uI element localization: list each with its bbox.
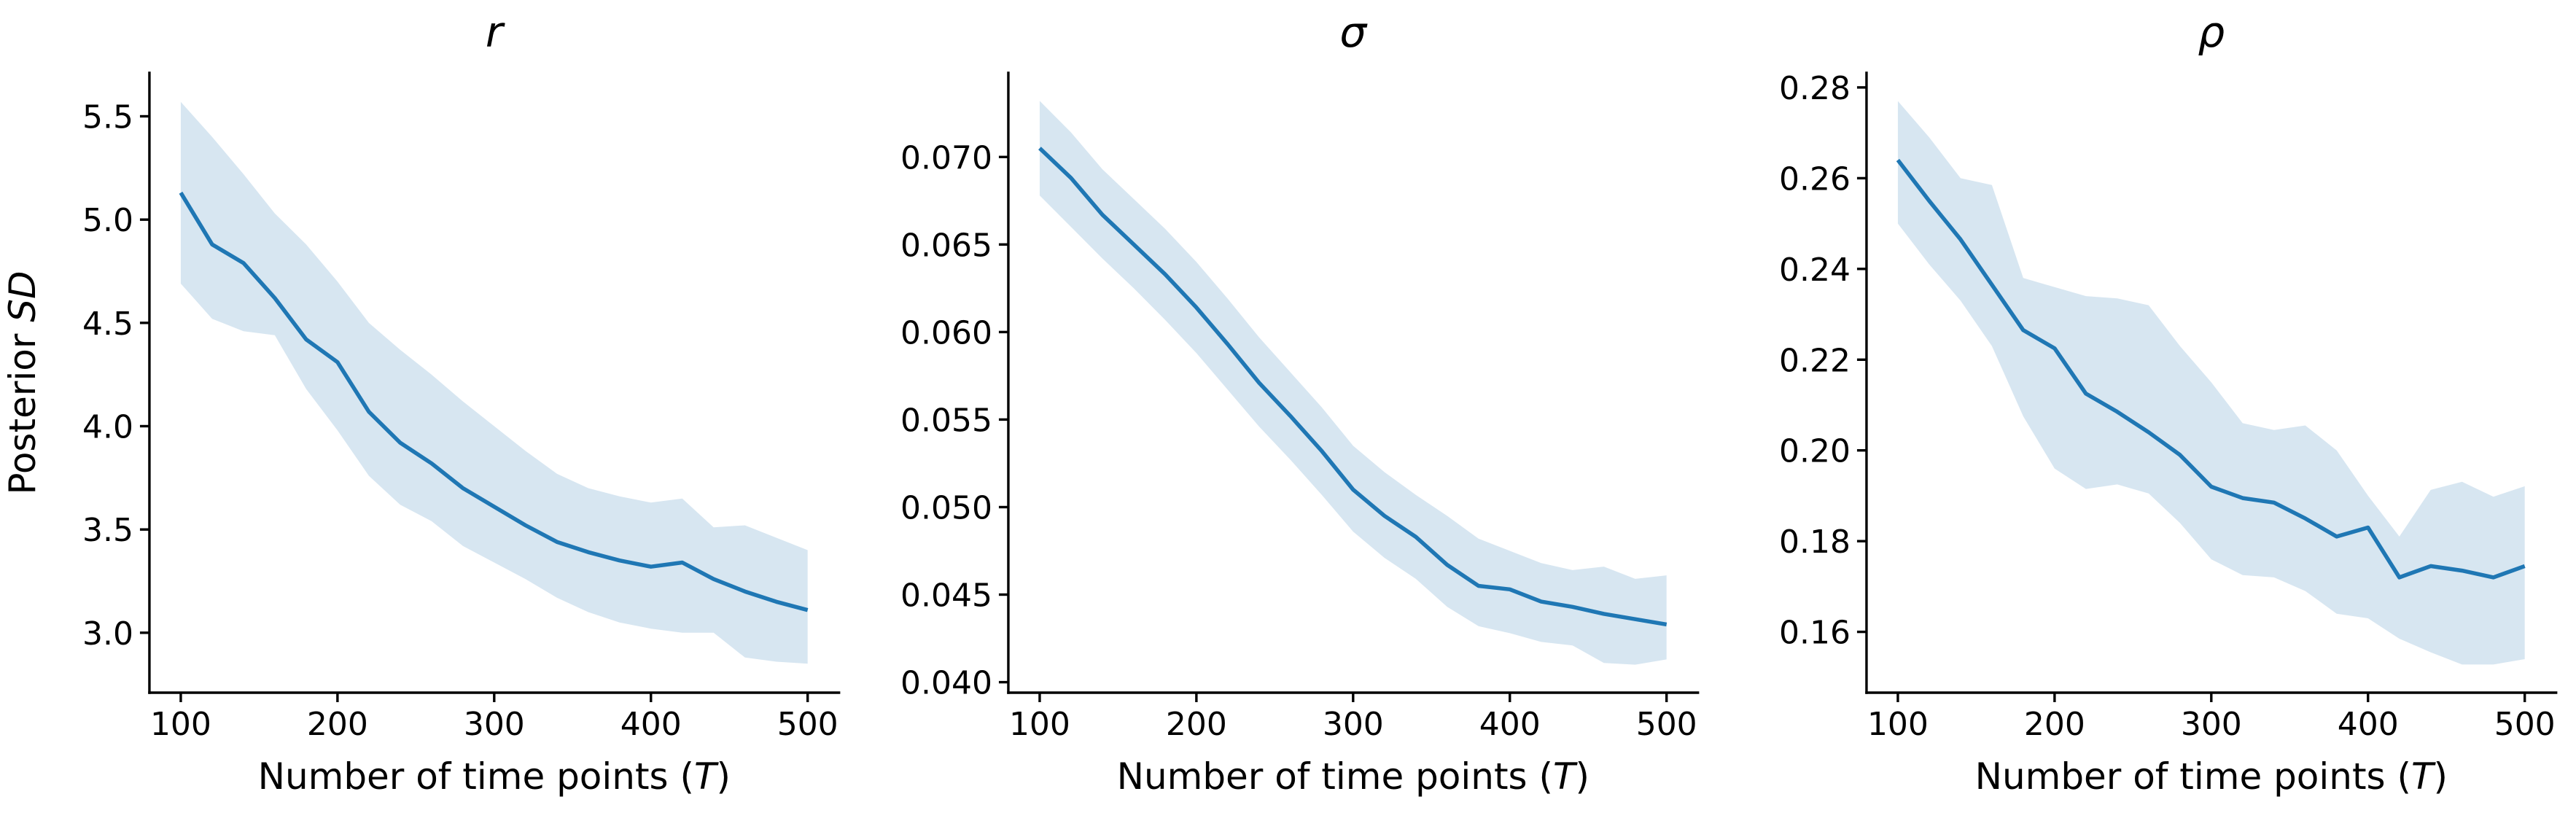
y-tick-label: 0.28 xyxy=(1779,70,1851,107)
chart-panel-sigma: 100 200 300 400 500 0.040 0.045 0.050 0.055 0.060… xyxy=(859,0,1718,821)
x-axis-label: Number of time points (T) xyxy=(258,755,731,798)
x-tick-label: 200 xyxy=(307,706,368,743)
y-tick-label: 4.0 xyxy=(82,408,133,445)
chart-panel-rho: 100 200 300 400 500 0.16 0.18 0.20 0.22 0.24 0.26 0… xyxy=(1717,0,2576,821)
y-tick-label: 0.045 xyxy=(900,577,992,614)
mean-line xyxy=(179,191,809,612)
chart-svg-sigma: 100 200 300 400 500 0.040 0.045 0.050 0.055 0.060… xyxy=(900,7,1700,798)
y-axis-label: Posterior SD xyxy=(1,271,44,494)
x-tick-label: 300 xyxy=(464,706,525,743)
y-tick-label: 0.24 xyxy=(1779,252,1851,289)
y-tick-label: 0.055 xyxy=(900,402,992,439)
y-tick-label: 0.065 xyxy=(900,227,992,264)
confidence-band xyxy=(180,101,808,664)
chart-svg-r: 100 200 300 400 500 3.0 3.5 4.0 4.5 5.0 5.5 r Number… xyxy=(1,7,841,798)
x-tick-label: 400 xyxy=(2338,706,2399,743)
confidence-band xyxy=(1039,101,1667,665)
y-tick-label: 0.050 xyxy=(900,489,992,526)
y-tick-label: 0.16 xyxy=(1779,615,1851,652)
mean-line xyxy=(1038,147,1667,627)
chart-title: σ xyxy=(1339,7,1368,57)
mean-line xyxy=(1896,158,2526,580)
y-tick-label: 5.0 xyxy=(82,202,133,239)
x-tick-label: 200 xyxy=(2024,706,2085,743)
x-tick-label: 100 xyxy=(1009,706,1070,743)
y-tick-label: 3.0 xyxy=(82,615,133,653)
y-tick-label: 4.5 xyxy=(82,306,133,343)
x-tick-label: 300 xyxy=(2181,706,2242,743)
y-tick-label: 0.26 xyxy=(1779,160,1851,198)
x-tick-label: 400 xyxy=(620,706,682,743)
x-axis-label: Number of time points (T) xyxy=(1116,755,1589,798)
y-tick-label: 0.22 xyxy=(1779,342,1851,379)
y-tick-label: 0.060 xyxy=(900,314,992,351)
y-tick-label: 5.5 xyxy=(82,98,133,136)
x-tick-label: 500 xyxy=(777,706,838,743)
x-tick-label: 100 xyxy=(1867,706,1929,743)
x-tick-label: 200 xyxy=(1166,706,1227,743)
y-tick-label: 3.5 xyxy=(82,512,133,549)
chart-title: r xyxy=(486,7,505,57)
y-tick-label: 0.18 xyxy=(1779,524,1851,561)
x-tick-label: 500 xyxy=(2494,706,2556,743)
x-tick-label: 300 xyxy=(1323,706,1384,743)
chart-title: ρ xyxy=(2198,7,2225,57)
x-tick-label: 400 xyxy=(1479,706,1540,743)
x-axis-label: Number of time points (T) xyxy=(1975,755,2448,798)
confidence-band xyxy=(1898,101,2526,665)
y-tick-label: 0.040 xyxy=(900,665,992,702)
x-tick-label: 500 xyxy=(1635,706,1697,743)
x-tick-label: 100 xyxy=(150,706,211,743)
y-tick-label: 0.070 xyxy=(900,139,992,176)
chart-svg-rho: 100 200 300 400 500 0.16 0.18 0.20 0.22 0.24 0.26 0… xyxy=(1779,7,2558,798)
y-tick-label: 0.20 xyxy=(1779,433,1851,470)
chart-panel-r: 100 200 300 400 500 3.0 3.5 4.0 4.5 5.0 5.5 r Number… xyxy=(0,0,859,821)
